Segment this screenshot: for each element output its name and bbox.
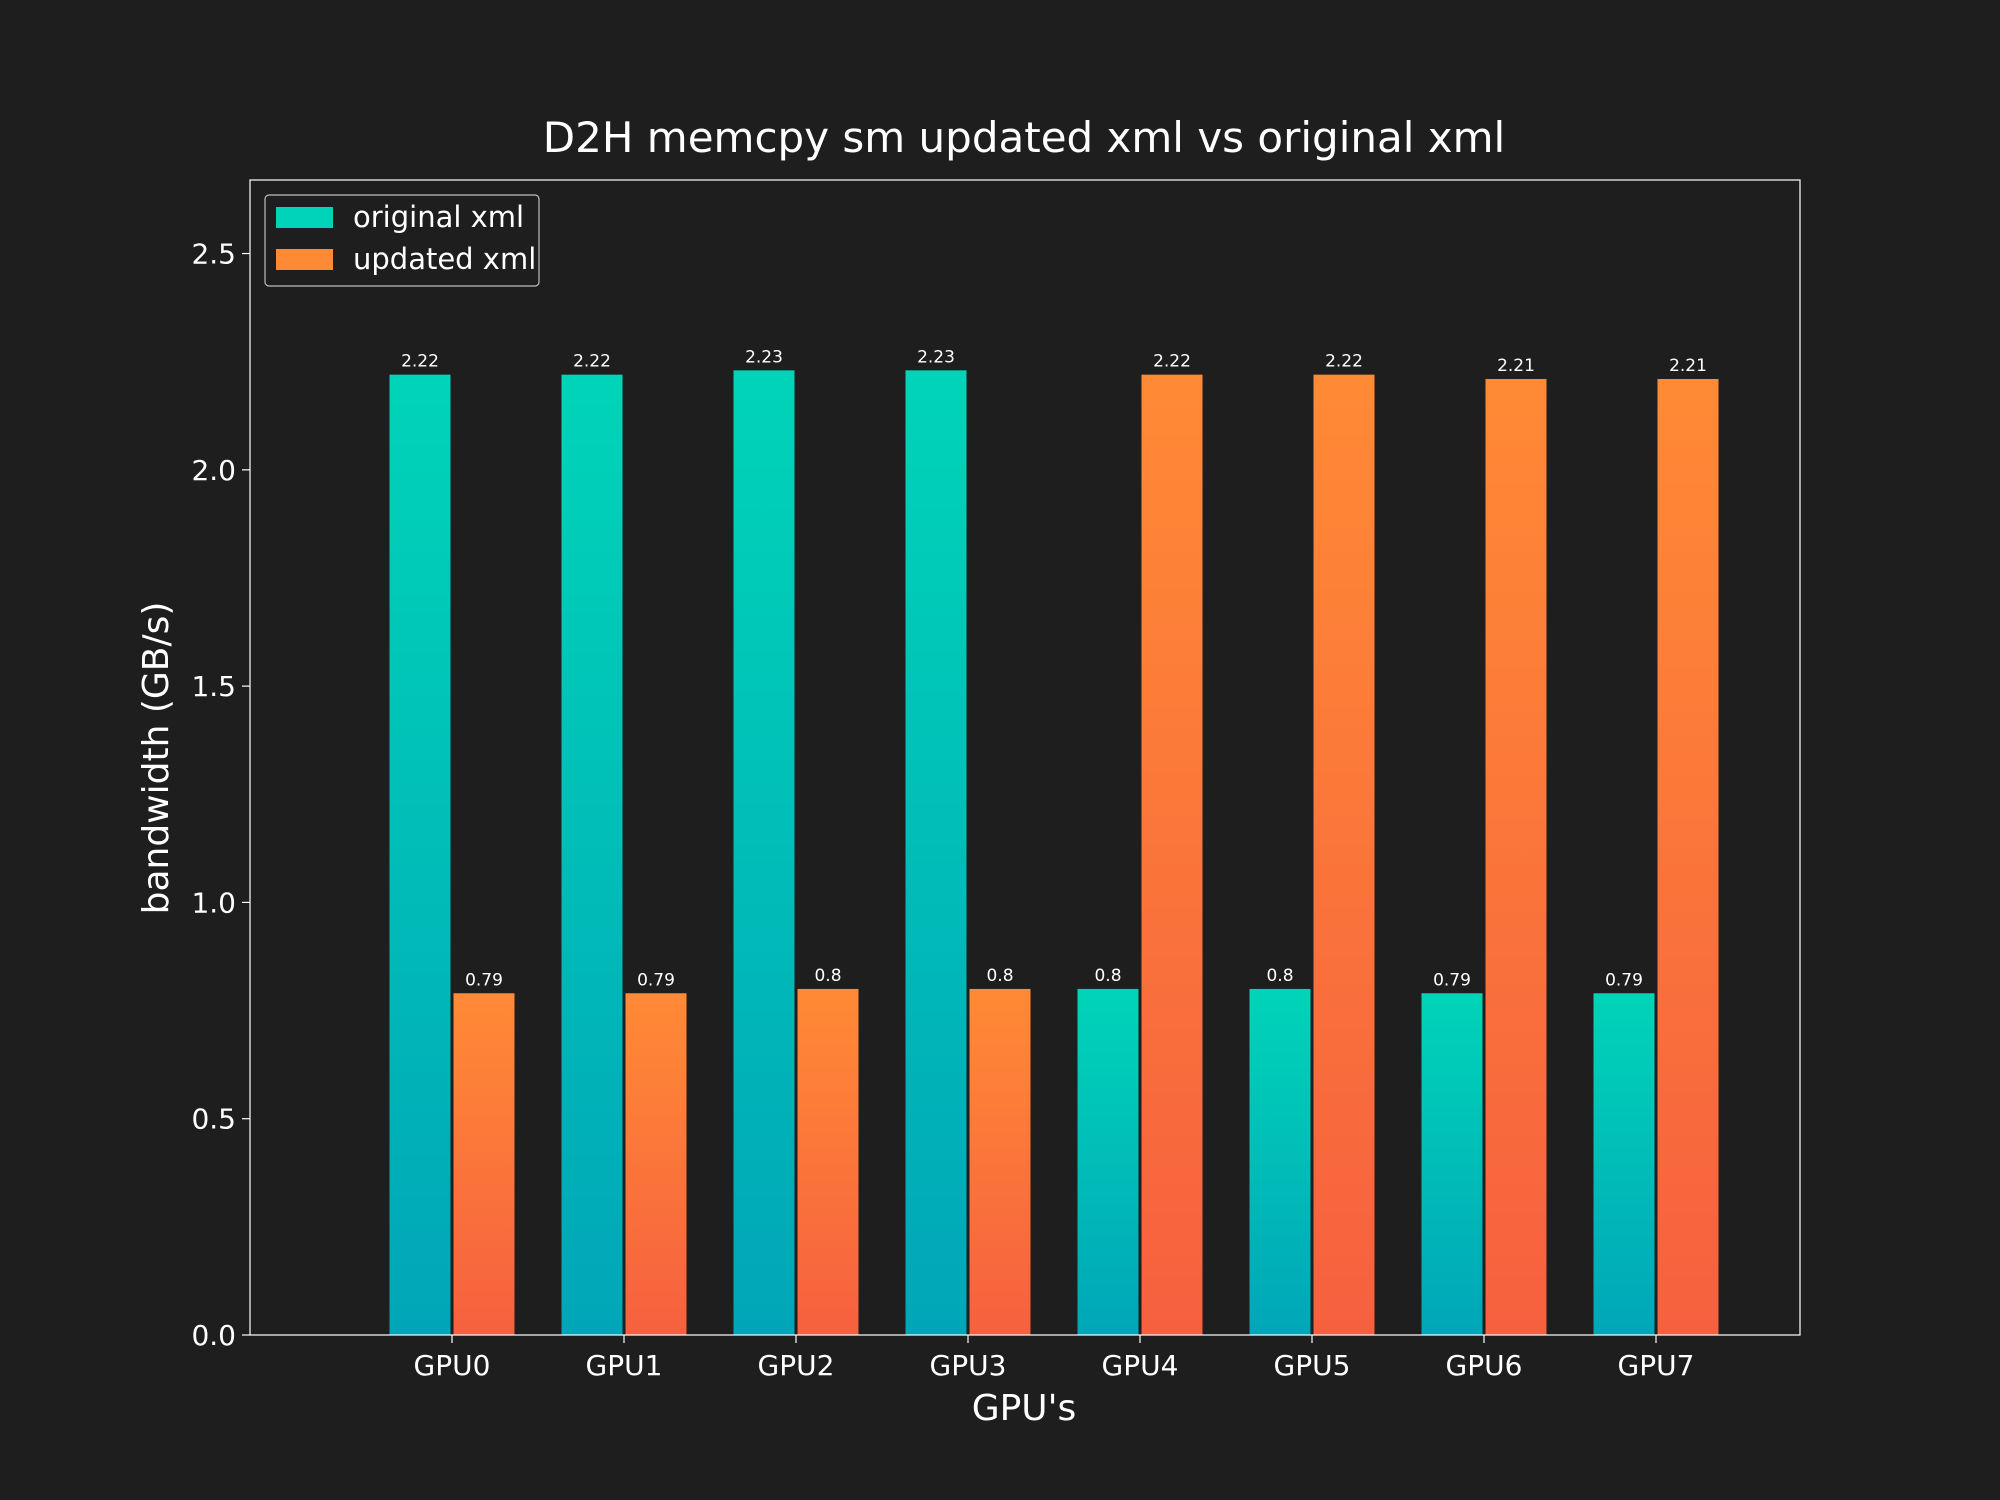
bar-original-gpu2 (733, 370, 795, 1336)
legend-label-original: original xml (353, 200, 524, 234)
bar-original-gpu5 (1249, 988, 1311, 1335)
y-tick-label: 2.5 (191, 238, 236, 271)
x-tick-label-gpu6: GPU6 (1446, 1349, 1523, 1382)
bar-value-label-updated-gpu3: 0.8 (986, 966, 1013, 986)
bar-value-label-original-gpu2: 2.23 (745, 347, 783, 367)
x-tick-label-gpu5: GPU5 (1274, 1349, 1351, 1382)
bar-original-gpu6 (1421, 993, 1483, 1335)
bar-value-label-updated-gpu2: 0.8 (814, 966, 841, 986)
bar-updated-gpu7 (1657, 378, 1719, 1335)
y-axis: 0.0 0.5 1.0 1.5 2.0 2.5 (191, 238, 250, 1352)
x-tick-label-gpu3: GPU3 (930, 1349, 1007, 1382)
bar-updated-gpu3 (969, 988, 1031, 1335)
x-tick-label-gpu4: GPU4 (1102, 1349, 1179, 1382)
bar-updated-gpu2 (797, 988, 859, 1335)
bar-value-label-updated-gpu5: 2.22 (1325, 352, 1363, 372)
bar-updated-gpu5 (1313, 374, 1375, 1335)
bar-labels-group: 2.22 0.79 2.22 0.79 2.23 0.8 2.23 0.8 0.8 2.22 0.8… (401, 347, 1707, 990)
x-tick-label-gpu7: GPU7 (1618, 1349, 1695, 1382)
bar-value-label-updated-gpu4: 2.22 (1153, 352, 1191, 372)
x-axis: GPU0 GPU1 GPU2 GPU3 GPU4 GPU5 GPU6 GPU7 (414, 1335, 1695, 1382)
y-tick-label: 1.0 (191, 886, 236, 919)
chart-title: D2H memcpy sm updated xml vs original xm… (543, 113, 1505, 162)
x-tick-label-gpu1: GPU1 (586, 1349, 663, 1382)
y-tick-label: 1.5 (191, 670, 236, 703)
bar-updated-gpu4 (1141, 374, 1203, 1335)
legend-label-updated: updated xml (353, 242, 536, 276)
y-tick-label: 2.0 (191, 454, 236, 487)
x-tick-label-gpu2: GPU2 (758, 1349, 835, 1382)
bar-original-gpu3 (905, 370, 967, 1336)
bar-value-label-updated-gpu1: 0.79 (637, 970, 675, 990)
bar-value-label-original-gpu0: 2.22 (401, 352, 439, 372)
bar-updated-gpu0 (453, 993, 515, 1335)
bar-original-gpu4 (1077, 988, 1139, 1335)
bar-value-label-updated-gpu6: 2.21 (1497, 356, 1535, 376)
legend-box (264, 194, 540, 287)
bar-original-gpu7 (1593, 993, 1655, 1335)
x-tick-label-gpu0: GPU0 (414, 1349, 491, 1382)
bar-value-label-original-gpu7: 0.79 (1605, 970, 1643, 990)
bar-value-label-original-gpu6: 0.79 (1433, 970, 1471, 990)
bars-group (389, 370, 1719, 1336)
legend-swatch-updated (276, 249, 333, 270)
bar-original-gpu0 (389, 374, 451, 1335)
bar-value-label-original-gpu5: 0.8 (1266, 966, 1293, 986)
y-tick-label: 0.5 (191, 1103, 236, 1136)
y-axis-label: bandwidth (GB/s) (136, 602, 177, 915)
bar-value-label-original-gpu3: 2.23 (917, 347, 955, 367)
bar-updated-gpu6 (1485, 378, 1547, 1335)
x-axis-label: GPU's (972, 1388, 1077, 1429)
bar-value-label-original-gpu1: 2.22 (573, 352, 611, 372)
plot-frame (249, 179, 1801, 1336)
legend-swatch-original (276, 207, 333, 228)
bar-value-label-updated-gpu7: 2.21 (1669, 356, 1707, 376)
bar-original-gpu1 (561, 374, 623, 1335)
legend: original xml updated xml (264, 194, 540, 287)
bar-value-label-original-gpu4: 0.8 (1094, 966, 1121, 986)
bar-value-label-updated-gpu0: 0.79 (465, 970, 503, 990)
bar-updated-gpu1 (625, 993, 687, 1335)
y-tick-label: 0.0 (191, 1319, 236, 1352)
